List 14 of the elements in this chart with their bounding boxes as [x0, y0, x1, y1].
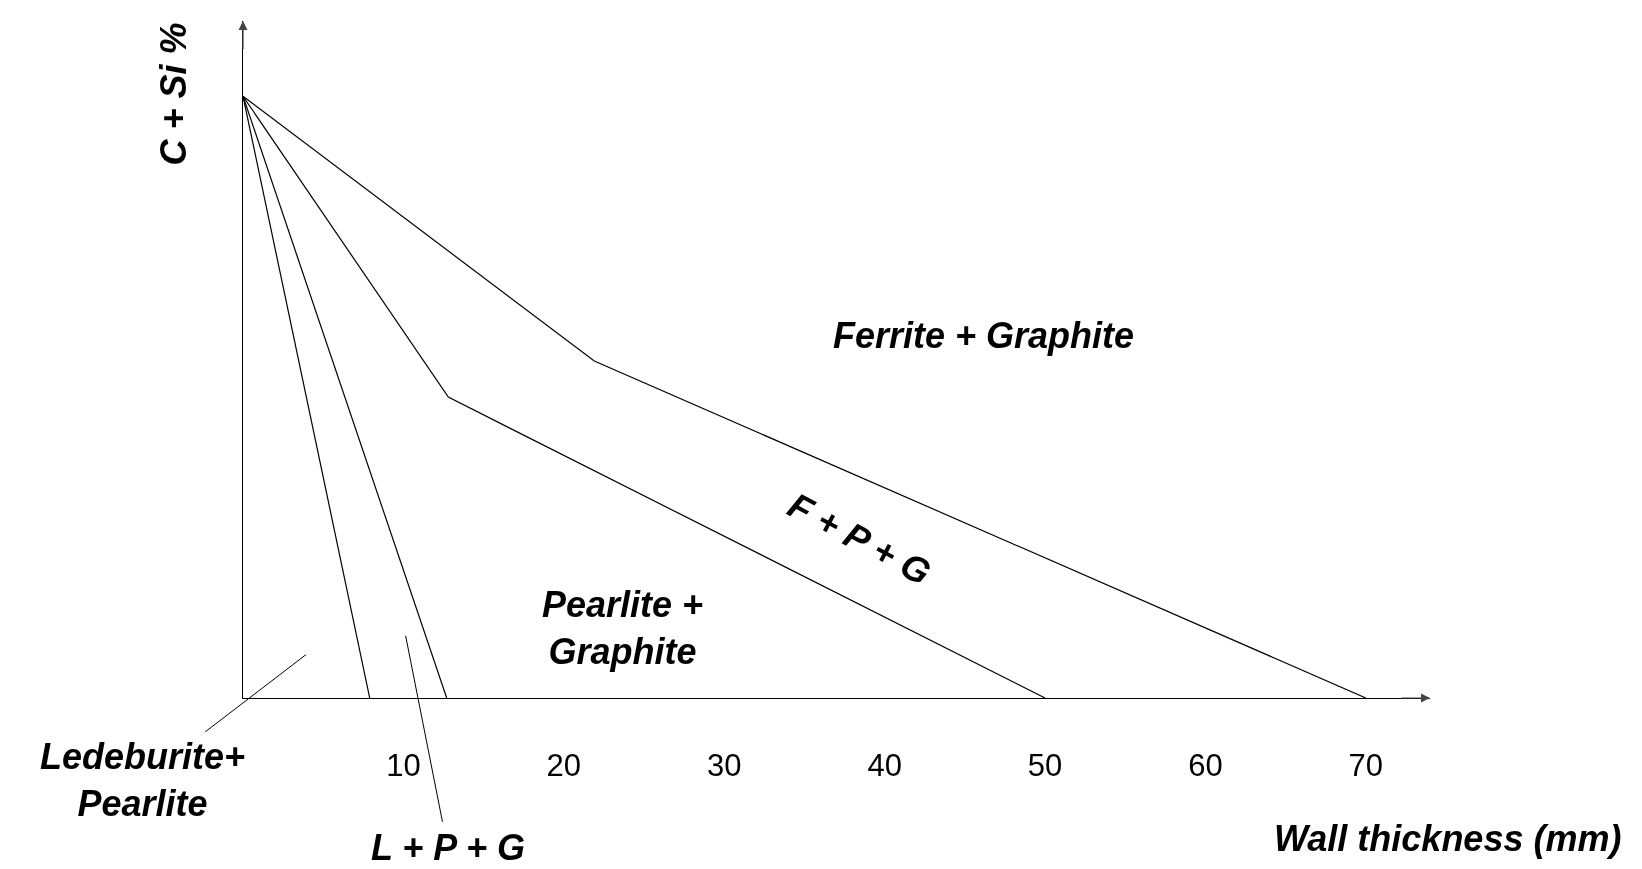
text: L + P + G — [371, 827, 526, 868]
x-tick-label: 60 — [1188, 748, 1223, 784]
text: Ledeburite+ Pearlite — [40, 736, 246, 824]
annotation: Ferrite + Graphite — [833, 315, 1135, 356]
x-tick-label: 20 — [546, 748, 582, 784]
annotation: F + P + G — [781, 484, 938, 594]
x-tick-label: 40 — [867, 748, 902, 784]
x-tick-label: 10 — [386, 748, 421, 784]
y-axis-title: C + Si % — [152, 22, 194, 166]
x-tick-label: 30 — [706, 748, 742, 784]
annotation: Pearlite + Graphite — [542, 584, 704, 672]
x-tick-label: 50 — [1027, 748, 1063, 784]
x-tick-label: 70 — [1348, 748, 1384, 784]
x-axis-title: Wall thickness (mm) — [1274, 818, 1622, 859]
